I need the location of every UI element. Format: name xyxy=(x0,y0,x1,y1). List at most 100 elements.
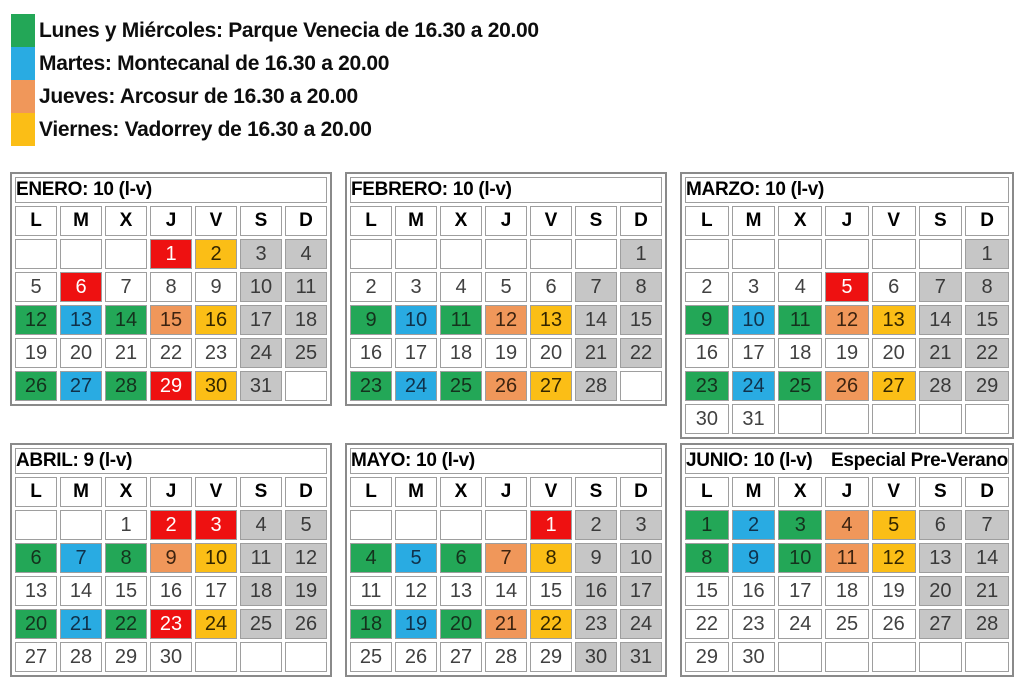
month-title-cell-marzo: MARZO: 10 (l-v) xyxy=(685,177,1009,203)
day-cell: 4 xyxy=(778,272,823,302)
day-cell: 10 xyxy=(778,543,823,573)
day-cell: 18 xyxy=(778,338,823,368)
empty-cell xyxy=(918,239,963,269)
weekday-header-j: J xyxy=(150,206,192,236)
weekday-header-s: S xyxy=(918,477,963,507)
weekday-header-v: V xyxy=(871,477,916,507)
legend-item-blue: Martes: Montecanal de 16.30 a 20.00 xyxy=(11,47,539,80)
day-cell: 8 xyxy=(620,272,662,302)
empty-cell xyxy=(871,239,916,269)
day-cell: 16 xyxy=(685,338,729,368)
day-cell: 12 xyxy=(825,305,869,335)
empty-cell xyxy=(15,239,57,269)
empty-cell xyxy=(395,239,437,269)
day-cell: 17 xyxy=(731,338,776,368)
empty-cell xyxy=(825,642,869,672)
weekday-header-l: L xyxy=(685,206,729,236)
weekday-header-m: M xyxy=(395,477,437,507)
week-row: 5 6 7 8 9 10 11 xyxy=(15,272,327,302)
day-cell: 31 xyxy=(620,642,662,672)
day-cell: 26 xyxy=(395,642,437,672)
day-cell: 15 xyxy=(150,305,192,335)
week-row: 23 24 25 26 27 28 xyxy=(350,371,662,401)
day-cell: 4 xyxy=(440,272,482,302)
day-cell: 30 xyxy=(575,642,617,672)
day-cell: 11 xyxy=(440,305,482,335)
day-cell: 21 xyxy=(965,576,1009,606)
day-cell: 20 xyxy=(918,576,963,606)
day-cell: 26 xyxy=(485,371,527,401)
day-cell: 10 xyxy=(240,272,282,302)
day-cell: 14 xyxy=(965,543,1009,573)
day-cell: 19 xyxy=(15,338,57,368)
month-title: JUNIO: 10 (l-v) xyxy=(686,450,813,471)
day-cell: 27 xyxy=(15,642,57,672)
orange-swatch-icon xyxy=(11,80,35,113)
day-cell: 16 xyxy=(575,576,617,606)
weekday-header-j: J xyxy=(825,206,869,236)
month-title-row: MAYO: 10 (l-v) xyxy=(350,448,662,474)
day-cell: 27 xyxy=(918,609,963,639)
day-cell: 22 xyxy=(530,609,572,639)
weekday-header-v: V xyxy=(530,206,572,236)
day-cell: 27 xyxy=(60,371,102,401)
day-cell: 7 xyxy=(485,543,527,573)
day-cell: 4 xyxy=(825,510,869,540)
day-cell: 30 xyxy=(685,404,729,434)
day-cell: 20 xyxy=(440,609,482,639)
month-table-mayo: MAYO: 10 (l-v) L M X J V S D 1 2 3 4 5 6 7 8 9 10 11 12 13 14… xyxy=(345,443,667,677)
day-cell: 28 xyxy=(965,609,1009,639)
day-cell: 21 xyxy=(60,609,102,639)
day-cell: 11 xyxy=(825,543,869,573)
weekday-header-d: D xyxy=(285,206,327,236)
day-cell: 2 xyxy=(195,239,237,269)
day-cell: 5 xyxy=(15,272,57,302)
legend-item-orange: Jueves: Arcosur de 16.30 a 20.00 xyxy=(11,80,539,113)
day-cell: 14 xyxy=(918,305,963,335)
weekday-header-m: M xyxy=(395,206,437,236)
day-cell: 3 xyxy=(731,272,776,302)
blue-swatch-icon xyxy=(11,47,35,80)
day-cell: 18 xyxy=(285,305,327,335)
week-row: 23 24 25 26 27 28 29 xyxy=(685,371,1009,401)
day-cell: 25 xyxy=(350,642,392,672)
day-cell: 3 xyxy=(240,239,282,269)
day-cell: 14 xyxy=(105,305,147,335)
weekday-header-s: S xyxy=(240,477,282,507)
empty-cell xyxy=(240,642,282,672)
week-row: 12 13 14 15 16 17 18 xyxy=(15,305,327,335)
day-cell: 29 xyxy=(685,642,729,672)
weekday-header-v: V xyxy=(871,206,916,236)
weekday-header-l: L xyxy=(15,206,57,236)
day-cell: 17 xyxy=(240,305,282,335)
day-cell: 1 xyxy=(685,510,729,540)
weekday-header-j: J xyxy=(485,477,527,507)
empty-cell xyxy=(105,239,147,269)
month-title: MARZO: 10 (l-v) xyxy=(686,179,825,200)
empty-cell xyxy=(440,239,482,269)
empty-cell xyxy=(965,404,1009,434)
empty-cell xyxy=(778,404,823,434)
day-cell: 9 xyxy=(731,543,776,573)
day-cell: 31 xyxy=(731,404,776,434)
day-cell: 6 xyxy=(918,510,963,540)
day-cell: 26 xyxy=(871,609,916,639)
weekday-header-j: J xyxy=(150,477,192,507)
week-row: 8 9 10 11 12 13 14 xyxy=(685,543,1009,573)
empty-cell xyxy=(731,239,776,269)
day-cell: 28 xyxy=(485,642,527,672)
day-cell: 2 xyxy=(731,510,776,540)
day-cell: 13 xyxy=(918,543,963,573)
day-cell: 17 xyxy=(778,576,823,606)
empty-cell xyxy=(440,510,482,540)
month-title-cell-abril: ABRIL: 9 (l-v) xyxy=(15,448,327,474)
day-cell: 24 xyxy=(620,609,662,639)
day-cell: 7 xyxy=(105,272,147,302)
month-title-row: ABRIL: 9 (l-v) xyxy=(15,448,327,474)
day-cell: 11 xyxy=(350,576,392,606)
day-cell: 5 xyxy=(825,272,869,302)
day-cell: 19 xyxy=(395,609,437,639)
day-cell: 19 xyxy=(285,576,327,606)
empty-cell xyxy=(485,510,527,540)
